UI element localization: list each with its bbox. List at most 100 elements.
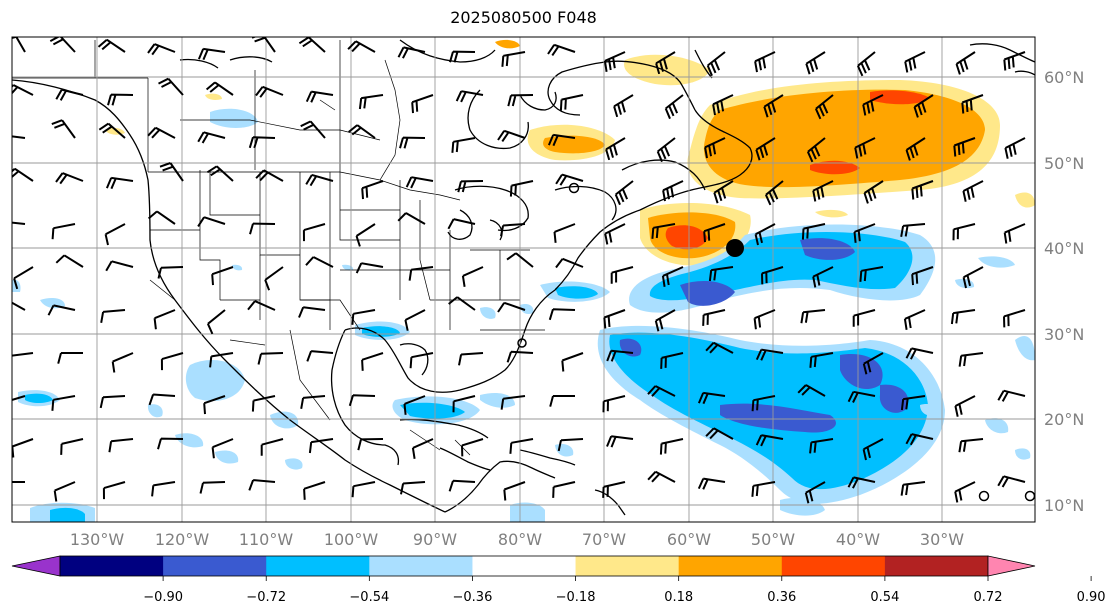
wind-barb — [12, 221, 26, 225]
wind-barb — [248, 136, 276, 149]
wind-barb — [804, 481, 826, 504]
wind-barb — [713, 180, 734, 204]
wind-barb — [1004, 137, 1026, 159]
wind-barb — [157, 437, 184, 450]
wind-barb — [797, 384, 826, 397]
wind-barb — [954, 481, 976, 503]
wind-barb — [298, 306, 326, 318]
wind-barbs — [12, 37, 1026, 504]
wind-barb — [255, 169, 284, 182]
wind-barb — [197, 216, 226, 227]
wind-barb — [955, 51, 976, 75]
wind-barb — [547, 133, 576, 147]
wind-barb — [500, 395, 526, 410]
open-circle-marker — [1024, 490, 1035, 502]
open-circle-marker — [517, 338, 527, 348]
wind-barb — [298, 37, 326, 53]
wind-barb — [606, 349, 634, 362]
wind-barb — [809, 438, 834, 454]
wind-barb — [754, 51, 776, 73]
wind-barb — [509, 438, 534, 454]
wind-barb — [647, 470, 676, 483]
wind-barb — [308, 438, 334, 454]
colorbar-extend-min — [11, 555, 61, 577]
wind-barb — [604, 223, 626, 245]
wind-barb — [251, 395, 276, 412]
wind-barb — [800, 309, 826, 324]
wind-barb — [305, 256, 334, 268]
wind-barb — [461, 266, 484, 287]
wind-barb — [602, 481, 626, 498]
wind-barb — [647, 385, 676, 397]
wind-barb — [211, 266, 234, 286]
wind-barb — [97, 38, 126, 53]
colorbar-segment — [575, 556, 680, 576]
storm-center-marker — [726, 239, 744, 257]
colorbar-segment — [266, 556, 370, 576]
wind-barb — [862, 94, 884, 116]
lon-label: 80°W — [498, 530, 542, 549]
graticule — [12, 37, 1035, 522]
wind-barb — [997, 389, 1026, 402]
wind-barb — [358, 94, 384, 110]
wind-barb — [614, 180, 634, 206]
wind-barb — [300, 395, 326, 409]
wind-barb — [405, 176, 434, 189]
wind-barb — [662, 180, 684, 202]
colorbar-segment — [60, 556, 164, 576]
wind-barb — [408, 266, 434, 281]
wind-barb — [806, 137, 826, 163]
wind-barb — [153, 309, 176, 330]
wind-barb — [355, 262, 384, 274]
wind-barb — [51, 223, 76, 240]
colorbar: −0.90 −0.72 −0.54 −0.36 −0.18 0.18 0.36 0.54 0.7… — [11, 555, 1105, 605]
wind-barb — [764, 180, 784, 206]
wind-barb — [497, 129, 526, 142]
wind-barb — [102, 481, 126, 500]
colorbar-segment — [369, 556, 473, 576]
wind-barb — [348, 124, 376, 139]
lon-label: 110°W — [239, 530, 294, 549]
colorbar-tick-label: 0.90 — [1077, 590, 1105, 605]
wind-barb — [755, 137, 776, 161]
colorbar-tick-label: 0.18 — [664, 590, 693, 605]
wind-barb — [302, 223, 326, 242]
open-circle-marker — [978, 490, 990, 502]
wind-barb — [12, 438, 34, 458]
lat-label: 30°N — [1044, 325, 1084, 344]
wind-barb — [452, 395, 476, 413]
wind-barb — [500, 223, 526, 237]
wind-barb — [706, 51, 726, 77]
wind-barb — [613, 94, 634, 118]
wind-barb — [448, 296, 476, 311]
wind-barb — [761, 266, 784, 285]
wind-barb — [249, 222, 276, 235]
wind-barb — [12, 352, 34, 358]
wind-barb — [12, 301, 26, 311]
wind-barb — [98, 122, 126, 139]
lat-label: 10°N — [1044, 496, 1084, 515]
wind-barb — [664, 94, 684, 120]
wind-barb — [661, 266, 684, 287]
wind-barb — [961, 94, 984, 114]
wind-barb — [708, 266, 734, 282]
lon-label: 130°W — [70, 530, 125, 549]
wind-barb — [12, 84, 34, 96]
wind-barb — [451, 137, 476, 153]
wind-barb — [55, 172, 84, 185]
wind-barb — [852, 309, 876, 327]
wind-barb — [962, 180, 984, 202]
wind-barb — [105, 176, 134, 190]
wind-barb — [913, 94, 934, 118]
wind-barb — [108, 438, 134, 453]
wind-barb — [705, 427, 734, 440]
wind-barb — [13, 266, 34, 290]
wind-barb — [361, 352, 384, 371]
wind-barb — [659, 438, 684, 455]
wind-barb — [12, 135, 26, 139]
wind-barb — [763, 94, 784, 118]
wind-barb — [548, 308, 576, 321]
wind-barb — [606, 435, 634, 448]
open-circle-marker — [568, 182, 580, 194]
wind-barb — [458, 352, 484, 366]
